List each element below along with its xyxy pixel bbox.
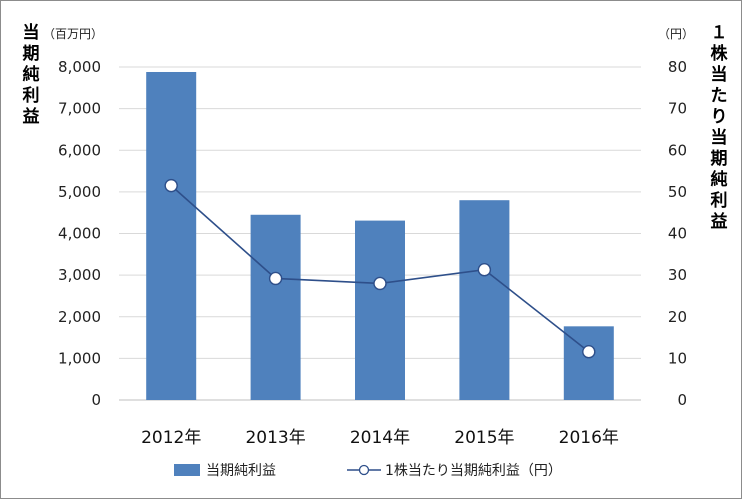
left-tick-label: 3,000 <box>58 266 101 284</box>
line-point <box>477 263 492 277</box>
left-tick-label: 6,000 <box>58 141 101 159</box>
line-series <box>164 178 596 359</box>
right-tick-label: 10 <box>668 349 687 367</box>
bar-series <box>146 71 614 401</box>
right-axis-unit: （円） <box>658 27 694 41</box>
bar <box>459 200 510 400</box>
bar <box>250 214 301 400</box>
left-tick-label: 1,000 <box>58 349 101 367</box>
line-point <box>268 271 283 286</box>
line-point <box>373 276 387 291</box>
legend: 当期純利益 1株当たり当期純利益（円） <box>174 463 562 479</box>
left-axis-unit: （百万円） <box>43 27 103 41</box>
left-axis-title: 当期純利益 <box>23 22 40 127</box>
category-labels: 2012年 2013年 2014年 2015年 2016年 <box>141 428 619 448</box>
right-tick-label: 60 <box>668 141 687 159</box>
category-label: 2016年 <box>559 428 619 448</box>
left-axis-ticks: 0 1,000 2,000 3,000 4,000 5,000 6,000 7,000 8,00… <box>58 58 101 409</box>
category-label: 2015年 <box>454 428 514 448</box>
legend-bar-label: 当期純利益 <box>206 463 276 479</box>
axis-title-text: １株当たり当期純利益 <box>711 23 729 232</box>
right-tick-label: 70 <box>668 100 687 118</box>
right-axis-ticks: 0 10 20 30 40 50 60 70 80 <box>668 58 687 409</box>
left-tick-label: 0 <box>91 391 101 409</box>
right-tick-label: 80 <box>668 58 687 76</box>
right-tick-label: 0 <box>677 391 687 409</box>
left-tick-label: 5,000 <box>58 183 101 201</box>
right-tick-label: 40 <box>668 225 687 243</box>
bar <box>355 220 405 400</box>
left-tick-label: 4,000 <box>58 225 101 243</box>
right-axis-title: １株当たり当期純利益 <box>711 23 729 232</box>
left-tick-label: 8,000 <box>58 58 101 76</box>
category-label: 2012年 <box>141 428 201 448</box>
category-label: 2013年 <box>245 428 305 448</box>
axis-title-text: 当期純利益 <box>23 22 40 127</box>
left-tick-label: 2,000 <box>58 308 101 326</box>
left-tick-label: 7,000 <box>58 100 101 118</box>
right-tick-label: 50 <box>668 183 687 201</box>
bar <box>146 71 197 401</box>
right-tick-label: 30 <box>668 266 687 284</box>
line-point <box>164 178 178 193</box>
legend-bar-swatch <box>174 464 200 476</box>
legend-line-marker <box>358 464 370 476</box>
legend-line-label: 1株当たり当期純利益（円） <box>385 463 562 479</box>
category-label: 2014年 <box>350 428 410 448</box>
right-tick-label: 20 <box>668 308 687 326</box>
line-point <box>582 345 596 359</box>
